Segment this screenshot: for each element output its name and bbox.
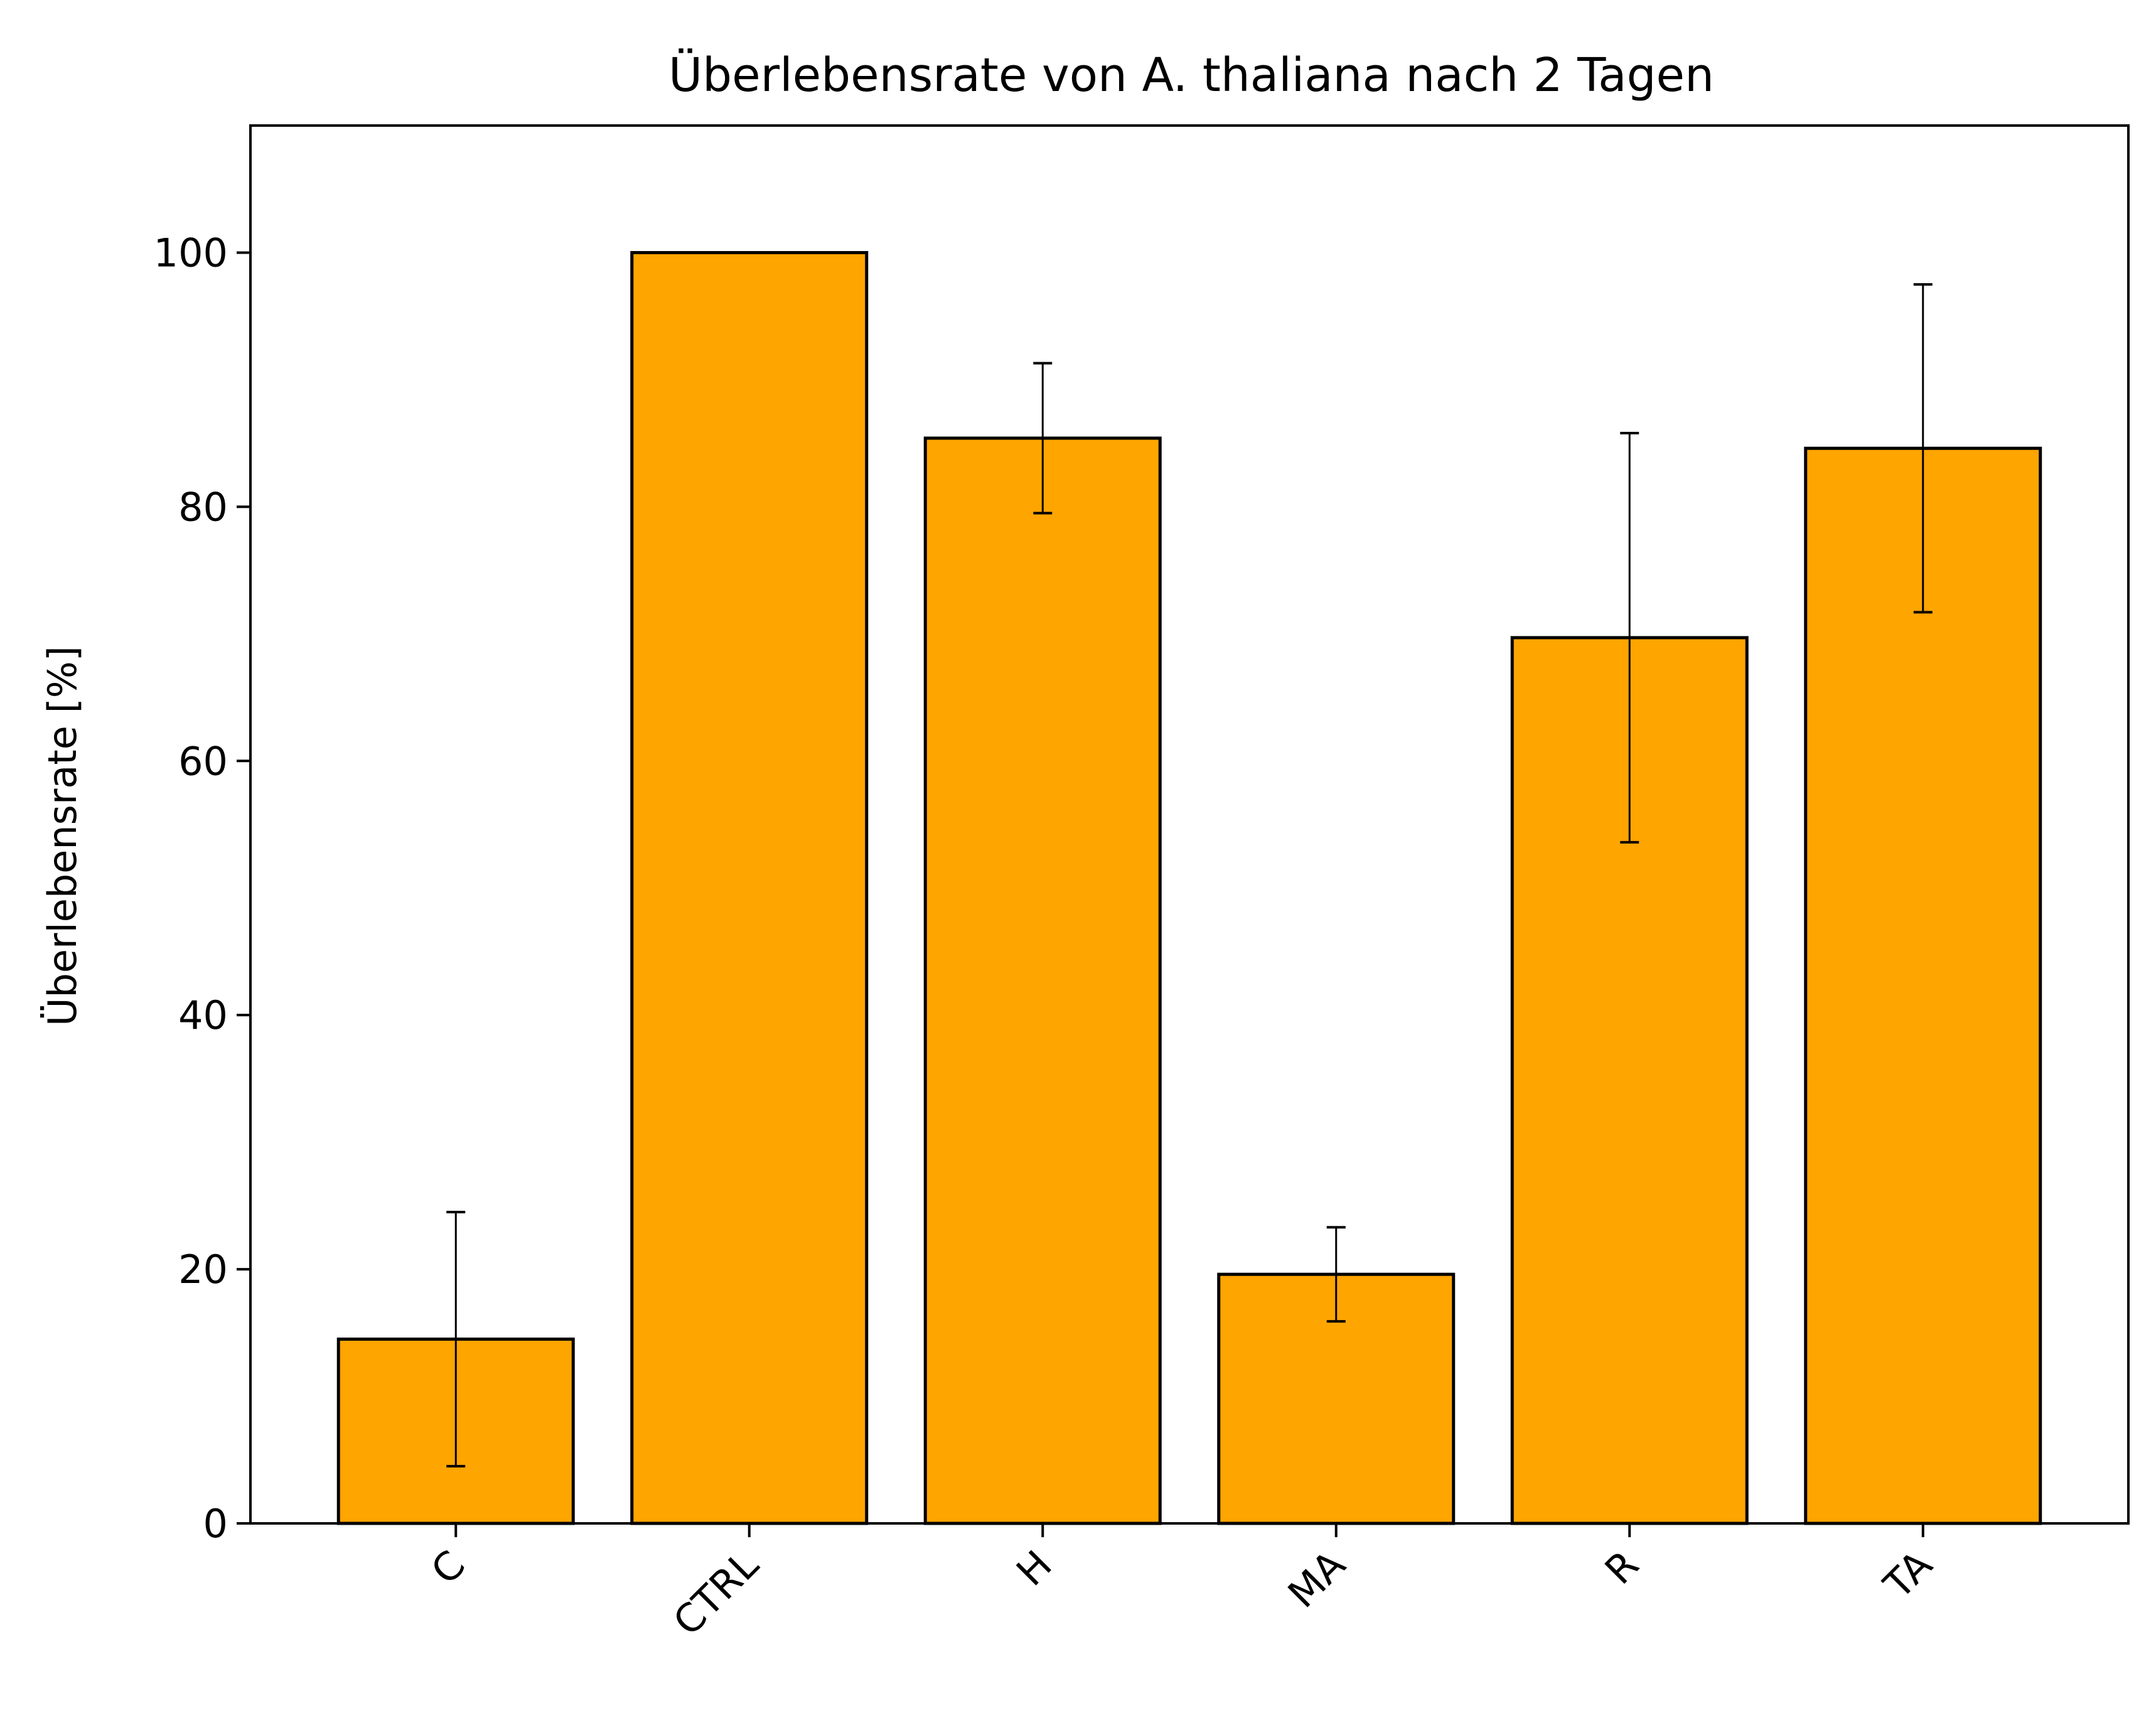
bars — [336, 250, 2042, 1525]
y-tick-label: 0 — [203, 1501, 228, 1547]
y-tick-label: 20 — [178, 1247, 228, 1292]
y-tick-label: 100 — [154, 230, 228, 276]
bar-ctrl — [630, 250, 869, 1525]
chart-title: Überlebensrate von A. thaliana nach 2 Ta… — [668, 48, 1714, 102]
y-axis-label: Überlebensrate [%] — [40, 646, 85, 1026]
bar-h — [923, 436, 1162, 1525]
y-tick-label: 60 — [178, 738, 228, 784]
plot-area-frame — [249, 124, 2130, 1525]
y-tick-label: 40 — [178, 992, 228, 1038]
bar-ta — [1804, 446, 2042, 1525]
y-axis-ticks: 0 20 40 60 80 100 — [154, 230, 250, 1547]
error-bars — [446, 283, 1933, 1468]
y-tick-label: 80 — [178, 484, 228, 530]
